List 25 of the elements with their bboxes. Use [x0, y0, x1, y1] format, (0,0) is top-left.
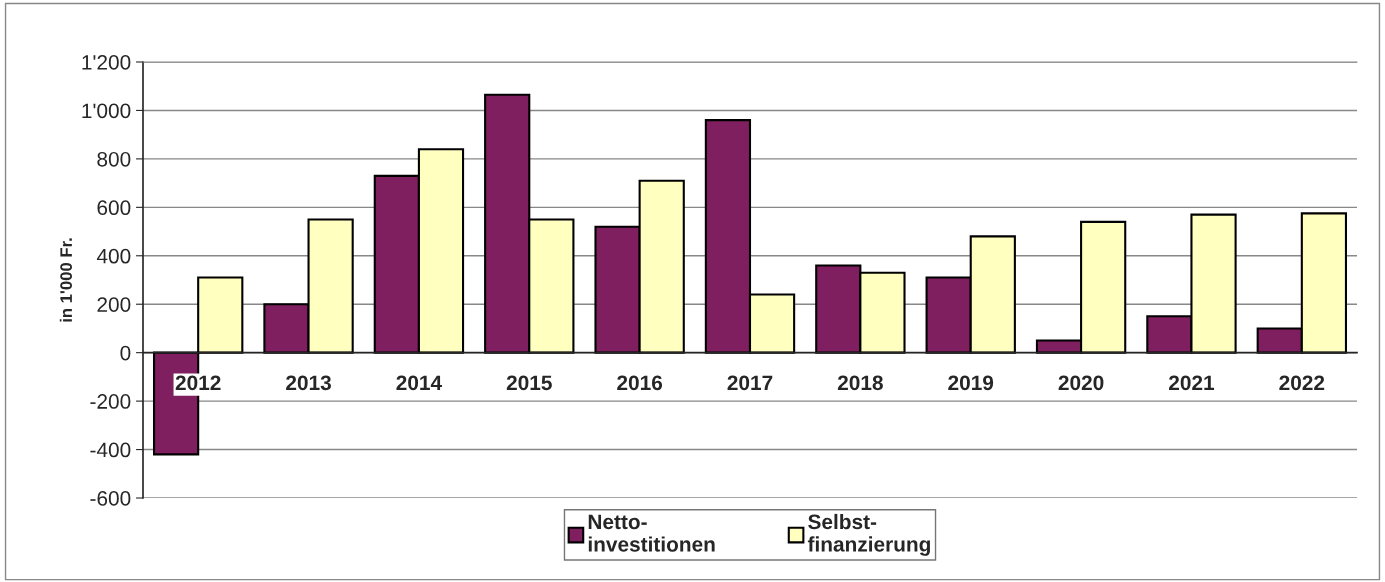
- y-tick-label: 200: [97, 297, 131, 312]
- x-tick-label: 2022: [1279, 375, 1325, 391]
- y-tick-label: -600: [90, 491, 131, 506]
- y-tick-label: -200: [90, 394, 131, 409]
- x-tick-label: 2021: [1169, 375, 1215, 391]
- x-tick-label: 2018: [837, 375, 883, 391]
- x-tick-label: 2017: [727, 375, 773, 391]
- legend-label: Netto- investitionen: [588, 514, 715, 552]
- x-tick-label: 2019: [948, 375, 994, 391]
- y-tick-label: 400: [96, 248, 131, 264]
- x-tick-label: 2012: [175, 375, 221, 391]
- bar: [197, 276, 244, 354]
- y-axis-title: in 1'000 Fr.: [59, 238, 73, 322]
- x-tick-label: 2015: [506, 375, 552, 391]
- x-tick-label: 2020: [1058, 375, 1104, 391]
- y-tick-label: 1'000: [82, 103, 131, 119]
- y-tick-label: 0: [120, 345, 131, 361]
- y-tick-label: 1'200: [82, 55, 131, 70]
- legend-label: Selbst- finanzierung: [807, 513, 930, 556]
- x-tick-label: 2014: [396, 375, 442, 391]
- x-tick-label: 2013: [286, 375, 331, 391]
- y-tick-label: -400: [90, 442, 131, 458]
- x-tick-label: 2016: [617, 375, 663, 391]
- y-tick-label: 600: [97, 200, 131, 216]
- y-tick-label: 800: [97, 151, 131, 167]
